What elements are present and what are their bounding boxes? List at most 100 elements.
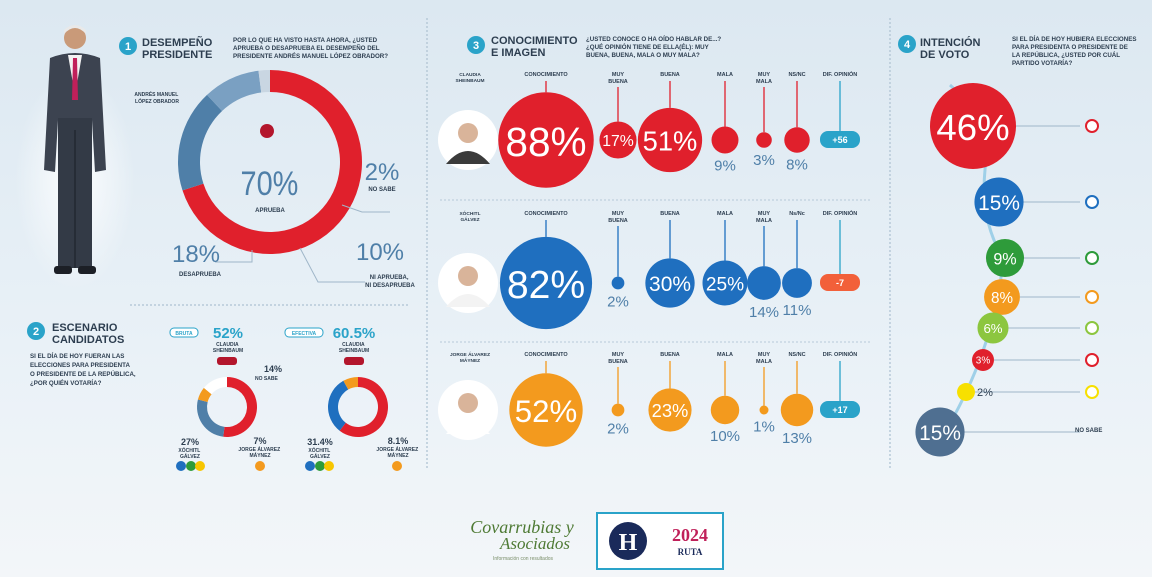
efectiva-top-value: 60.5% bbox=[333, 325, 376, 342]
bubble-conoc bbox=[499, 236, 593, 330]
section-title: CONOCIMIENTO E IMAGEN bbox=[491, 35, 581, 59]
candidate-face bbox=[458, 266, 478, 286]
vote-nosabe-label: NO SABE bbox=[1075, 428, 1102, 434]
footer-logos: Covarrubias y Asociados Información con … bbox=[470, 512, 724, 570]
efectiva-top-name: CLAUDIA SHEINBAUM bbox=[339, 342, 369, 354]
section-number-badge bbox=[27, 322, 45, 340]
value-mala: 9% bbox=[714, 158, 736, 175]
leader-desaprueba bbox=[215, 250, 253, 263]
candidate-face bbox=[458, 393, 478, 413]
vote-value: 2% bbox=[977, 387, 993, 399]
value-muymala: 3% bbox=[753, 152, 775, 169]
bruta-nosabe-value: 14% bbox=[264, 364, 282, 374]
approval-donut bbox=[178, 70, 363, 254]
col-header-mala: MALA bbox=[717, 211, 733, 217]
efectiva-xg-name: XÓCHITL GÁLVEZ bbox=[308, 446, 331, 460]
logo-covarrubias-tagline: Información con resultados bbox=[493, 556, 554, 562]
party-logo-morena bbox=[260, 124, 274, 138]
bubble-buena bbox=[637, 107, 703, 173]
efectiva-xg-value: 31.4% bbox=[307, 437, 333, 447]
col-header-nsnc: NS/NC bbox=[788, 72, 805, 78]
party-logo bbox=[1085, 321, 1099, 335]
candidate-name: SHEINBAUM bbox=[455, 78, 484, 84]
party-logo bbox=[1085, 353, 1099, 367]
desaprueba-label: DESAPRUEBA bbox=[179, 272, 222, 278]
value-buena: 30% bbox=[649, 273, 691, 296]
col-header-conocimiento: CONOCIMIENTO bbox=[524, 72, 568, 78]
slice-ni bbox=[207, 70, 262, 111]
col-header-muy-buena: BUENA bbox=[608, 79, 628, 85]
slice-maynez bbox=[343, 377, 358, 390]
logo-heraldo-letter: H bbox=[619, 530, 638, 556]
vote-bubble bbox=[985, 238, 1025, 278]
nosabe-value: 2% bbox=[365, 159, 400, 186]
tag-efectiva-label: EFECTIVA bbox=[292, 331, 317, 337]
bubble-mala bbox=[702, 260, 748, 306]
vote-value: 9% bbox=[993, 250, 1016, 268]
vote-bubble bbox=[957, 383, 975, 401]
col-header-conocimiento: CONOCIMIENTO bbox=[524, 352, 568, 358]
vote-bubble bbox=[930, 83, 1016, 169]
tag-efectiva bbox=[284, 327, 324, 338]
col-header-muy-buena: MUY bbox=[612, 352, 625, 358]
col-header-muy-buena: BUENA bbox=[608, 218, 628, 224]
party-logo bbox=[1085, 119, 1099, 133]
bruta-xg-name: XÓCHITL GÁLVEZ bbox=[178, 446, 201, 460]
vote-bubble bbox=[972, 349, 994, 371]
vote-value: 6% bbox=[983, 321, 1002, 336]
slice-sheinbaum bbox=[339, 377, 389, 437]
candidate-body bbox=[446, 294, 490, 307]
approval-value: 70% bbox=[241, 164, 299, 203]
party-logo bbox=[1085, 385, 1099, 399]
value-muymala: 14% bbox=[749, 304, 779, 321]
slice-sheinbaum bbox=[223, 377, 258, 437]
section-escenario: 2 ESCENARIO CANDIDATOS SI EL DÍA DE HOY … bbox=[27, 322, 418, 471]
bubble-buena bbox=[645, 258, 695, 308]
slice-galvez bbox=[328, 380, 349, 431]
value-nsnc: 8% bbox=[786, 157, 808, 174]
col-header-muy-mala: MALA bbox=[756, 79, 772, 85]
logo-heraldo bbox=[609, 522, 647, 560]
party-logos-xg bbox=[176, 461, 205, 471]
value-conoc: 88% bbox=[505, 119, 586, 165]
vote-bubble bbox=[984, 279, 1020, 315]
col-header-nsnc: Ns/Nc bbox=[789, 211, 805, 217]
col-header-buena: BUENA bbox=[660, 352, 680, 358]
bruta-donut bbox=[197, 377, 258, 437]
candidate-name: CLAUDIA bbox=[459, 72, 481, 78]
col-header-mala: MALA bbox=[717, 352, 733, 358]
bubble-muybuena bbox=[599, 121, 637, 159]
dif-value: -7 bbox=[836, 278, 844, 288]
candidate-name: GÁLVEZ bbox=[460, 216, 479, 223]
value-buena: 23% bbox=[652, 400, 689, 421]
bubble-mala bbox=[711, 126, 739, 154]
ni-label: NI APRUEBA, NI DESAPRUEBA bbox=[365, 275, 415, 289]
vote-value: 3% bbox=[976, 356, 991, 367]
bubble-buena bbox=[648, 388, 692, 432]
efectiva-ja-value: 8.1% bbox=[388, 436, 409, 446]
section-intencion: 4 INTENCIÓN DE VOTO SI EL DÍA DE HOY HUB… bbox=[898, 35, 1138, 457]
candidate-name: MÁYNEZ bbox=[460, 357, 480, 364]
bruta-nosabe-label: NO SABE bbox=[255, 376, 278, 382]
section-question: SI EL DÍA DE HOY HUBIERA ELECCIONES PARA… bbox=[1012, 35, 1138, 67]
bruta-top-name: CLAUDIA SHEINBAUM bbox=[213, 342, 243, 354]
bubble-nsnc bbox=[780, 393, 814, 427]
party-logo-morena bbox=[344, 357, 364, 365]
party-logo bbox=[1085, 251, 1099, 265]
candidate-name: JORGE ÁLVAREZ bbox=[450, 351, 490, 358]
ni-value: 10% bbox=[356, 239, 404, 266]
bubble-conoc bbox=[509, 373, 583, 447]
bubble-muymala bbox=[747, 266, 781, 300]
value-conoc: 52% bbox=[515, 394, 577, 429]
party-logos-xg bbox=[305, 461, 334, 471]
dif-badge bbox=[820, 131, 860, 148]
party-logo bbox=[1085, 290, 1099, 304]
vote-value: 8% bbox=[991, 290, 1013, 307]
desaprueba-value: 18% bbox=[172, 241, 220, 268]
section-desempeno: 1 DESEMPEÑO PRESIDENTE POR LO QUE HA VIS… bbox=[15, 25, 415, 290]
leader-ni bbox=[299, 247, 365, 283]
candidate-face bbox=[458, 123, 478, 143]
vote-value: 15% bbox=[978, 192, 1020, 215]
